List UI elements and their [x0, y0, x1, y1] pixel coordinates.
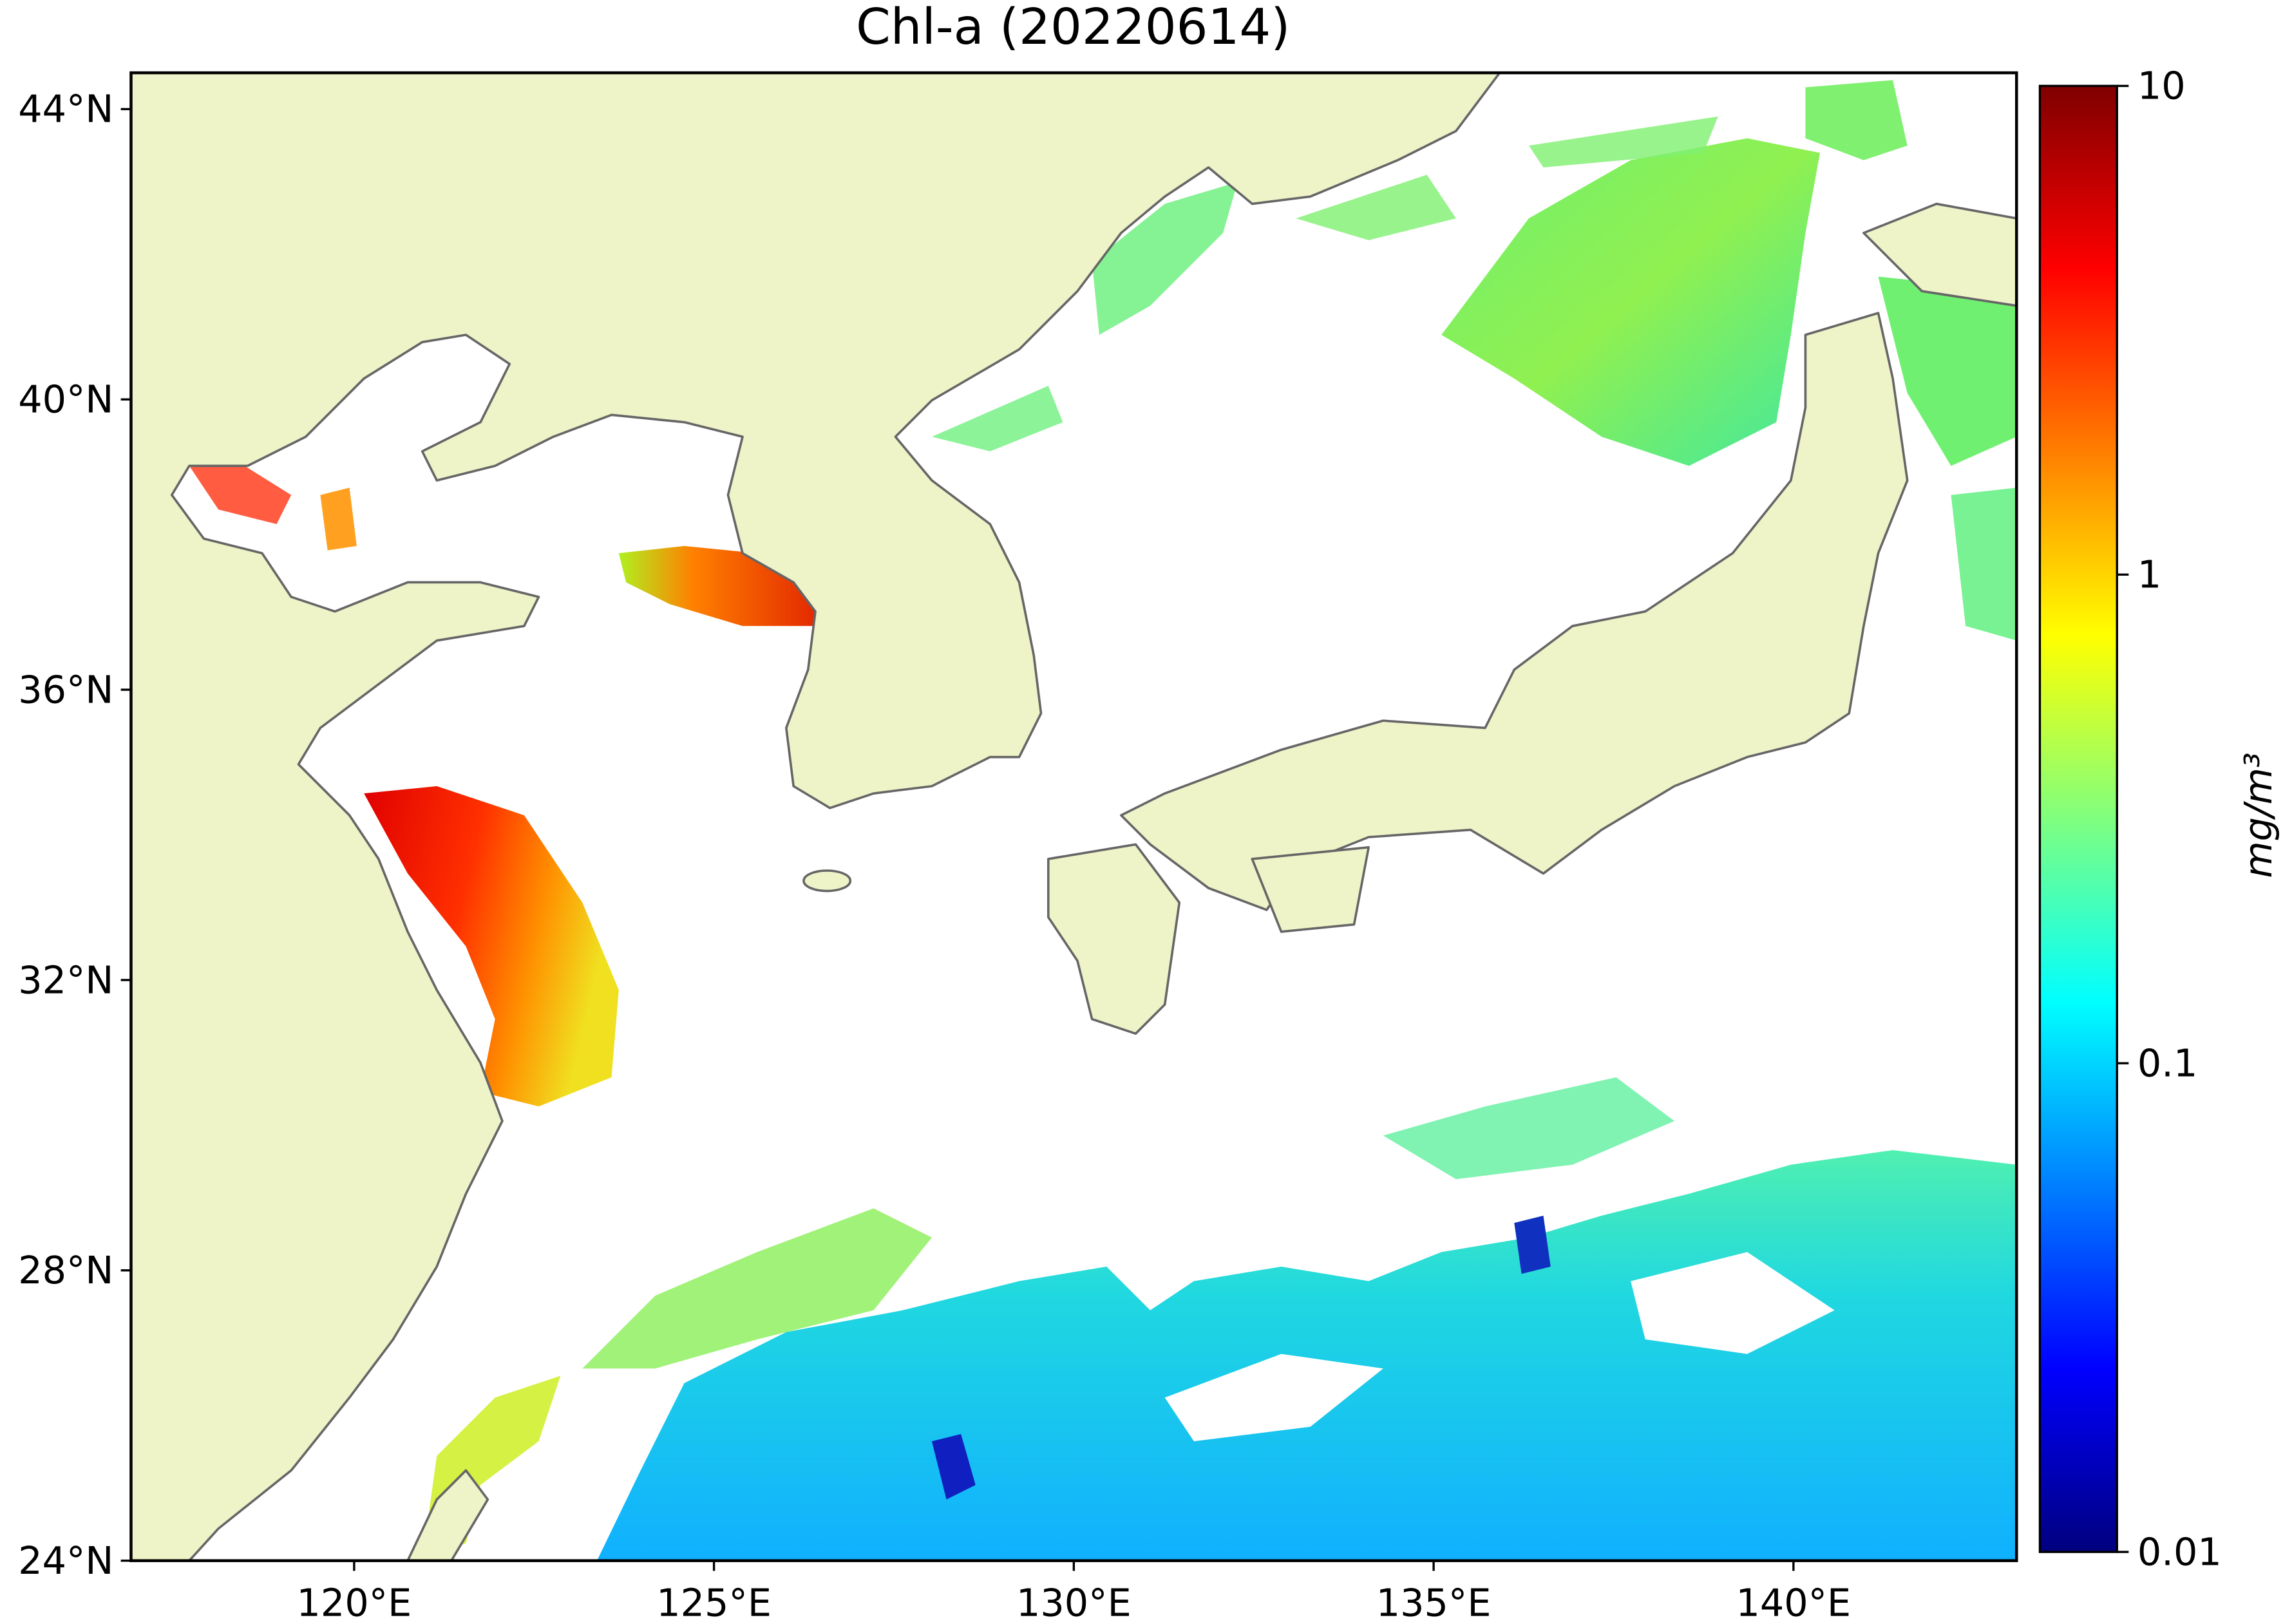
- y-tick-label: 40°N: [18, 377, 113, 422]
- x-tick-label: 125°E: [656, 1581, 772, 1624]
- x-tick-label: 140°E: [1736, 1581, 1852, 1624]
- x-tick-label: 130°E: [1016, 1581, 1132, 1624]
- y-tick-label: 44°N: [18, 87, 113, 131]
- land-hokkaido: [1862, 202, 2017, 307]
- y-tick-label: 28°N: [18, 1248, 113, 1292]
- x-tick-label: 120°E: [297, 1581, 412, 1624]
- colorbar: [2038, 84, 2118, 1553]
- chlorophyll-imagery: [189, 80, 2017, 1561]
- colorbar-tick-label: 10: [2137, 64, 2186, 108]
- colorbar-tick-label: 0.01: [2137, 1529, 2222, 1574]
- land-taiwan: [406, 1469, 489, 1561]
- axes: 120°E 125°E 130°E 135°E 140°E 24°N 28°N 32°N 36°…: [18, 87, 1851, 1624]
- land-kyushu: [1047, 843, 1181, 1035]
- y-tick-label: 36°N: [18, 667, 113, 712]
- colorbar-tick-label: 1: [2137, 552, 2161, 597]
- land-jeju: [802, 869, 852, 892]
- land-asia: [131, 73, 1501, 1561]
- map-title: Chl-a (20220614): [856, 0, 1290, 56]
- y-tick-label: 24°N: [18, 1538, 113, 1583]
- x-tick-label: 135°E: [1376, 1581, 1492, 1624]
- map-area: [131, 73, 2017, 1561]
- land-shikoku: [1251, 846, 1370, 933]
- y-tick-label: 32°N: [18, 958, 113, 1002]
- colorbar-label: mg/m³: [2236, 753, 2280, 878]
- colorbar-tick-label: 0.1: [2137, 1041, 2197, 1086]
